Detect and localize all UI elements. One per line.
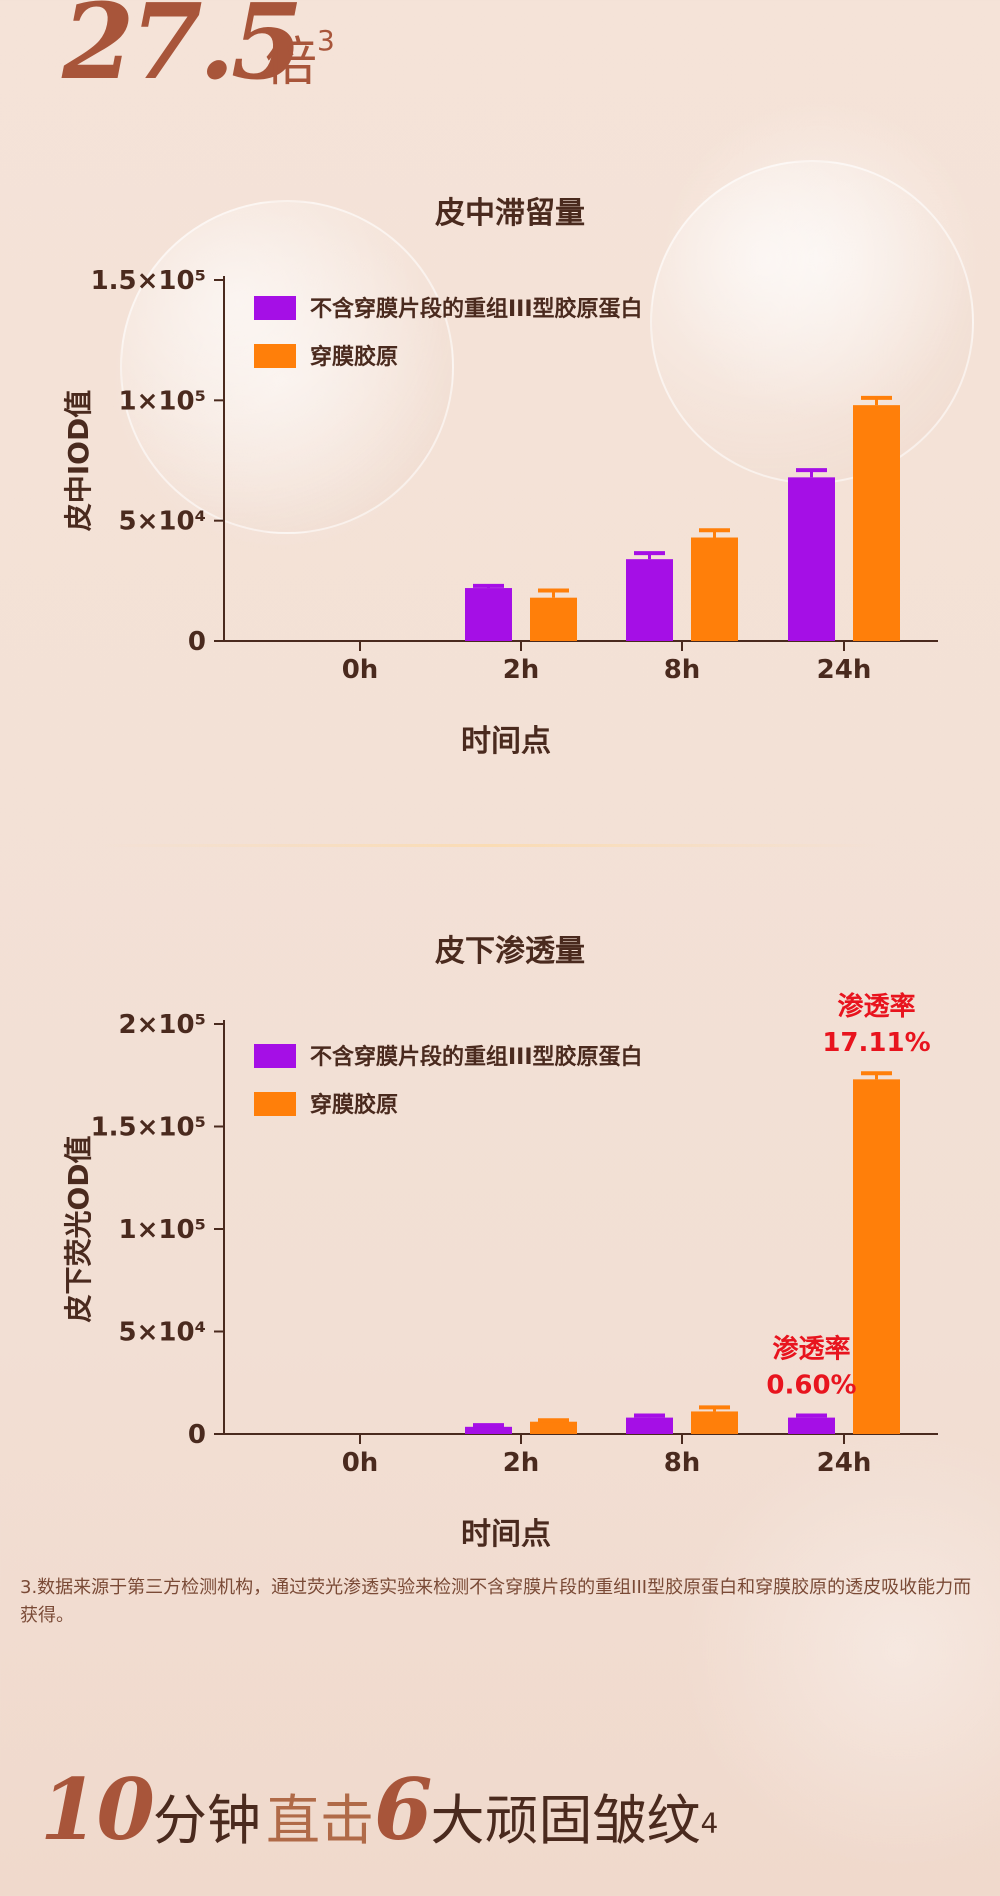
bottom-text-minutes: 分钟 [152,1789,261,1852]
bottom-number-minutes: 10 [40,1760,155,1859]
bar-2h-series0 [465,1426,512,1434]
headline-footnote-mark: 3 [317,24,335,57]
bar-8h-series1 [691,1411,738,1434]
bar-24h-series1 [853,1079,900,1434]
bottom-text-wrinkles: 大顽固皱纹 [430,1789,701,1852]
legend-label-0: 不含穿膜片段的重组III型胶原蛋白 [310,296,643,322]
x-tick-label-2: 8h [664,655,701,685]
y-tick-label-0: 0 [188,1420,206,1450]
bar-2h-series1 [530,1421,577,1434]
annotation-label-0: 渗透率 [837,991,915,1022]
y-tick-label-3: 1.5×10⁵ [91,266,206,296]
decorative-bubble-right [650,160,974,484]
bar-8h-series0 [626,559,673,641]
bar-24h-series0 [788,477,835,641]
legend-swatch-1 [254,344,296,368]
x-tick-label-1: 2h [503,655,540,685]
y-tick-label-1: 5×10⁴ [119,507,206,537]
x-tick-label-1: 2h [503,1448,540,1478]
bar-8h-series0 [626,1417,673,1434]
y-tick-label-2: 1×10⁵ [119,1215,206,1245]
y-tick-label-2: 1×10⁵ [119,386,206,416]
annotation-value-0: 17.11% [822,1028,930,1058]
bottom-number-six: 6 [374,1760,432,1859]
y-tick-label-3: 1.5×10⁵ [91,1113,206,1143]
y-tick-label-0: 0 [188,627,206,657]
section-divider [100,844,880,847]
bar-24h-series1 [853,405,900,641]
x-tick-label-3: 24h [817,1448,872,1478]
x-tick-label-3: 24h [817,655,872,685]
y-tick-label-1: 5×10⁴ [119,1318,206,1348]
x-tick-label-0: 0h [342,655,379,685]
bar-24h-series0 [788,1417,835,1434]
legend-swatch-0 [254,296,296,320]
chart2-title: 皮下渗透量 [435,934,585,969]
y-tick-label-4: 2×10⁵ [119,1010,206,1040]
legend-swatch-1 [254,1092,296,1116]
bar-8h-series1 [691,537,738,641]
x-axis-label: 时间点 [461,1517,551,1552]
y-axis-label: 皮中IOD值 [62,390,95,531]
chart2-penetration: 0 5×10⁴ 1×10⁵ 1.5×10⁵ 2×10⁵ 0h 2h 8h 24h 不含穿膜片段的重… [62,991,938,1552]
chart1-title: 皮中滞留量 [435,196,585,231]
headline-number: 27.5 [62,0,303,103]
legend-swatch-0 [254,1044,296,1068]
annotation-label-1: 渗透率 [772,1334,850,1365]
bottom-footnote-mark: 4 [700,1806,719,1840]
y-axis-label: 皮下荧光OD值 [62,1135,95,1322]
bar-2h-series1 [530,597,577,641]
footnote-text: 3.数据来源于第三方检测机构，通过荧光渗透实验来检测不含穿膜片段的重组III型胶… [20,1577,972,1626]
chart1-retention: 0 5×10⁴ 1×10⁵ 1.5×10⁵ 0h 2h 8h 24h 不含穿膜片段的重组III型… [62,266,938,759]
bar-2h-series0 [465,588,512,641]
x-axis-label: 时间点 [461,724,551,759]
headline-unit: 倍3 [265,24,335,93]
legend-label-0: 不含穿膜片段的重组III型胶原蛋白 [310,1044,643,1070]
bottom-text-hit: 直击 [266,1789,374,1852]
legend-label-1: 穿膜胶原 [310,1092,398,1118]
legend-label-1: 穿膜胶原 [310,344,398,370]
x-tick-label-2: 8h [664,1448,701,1478]
annotation-value-1: 0.60% [766,1371,856,1401]
bottom-headline: 10分钟 直击6大顽固皱纹4 [40,1760,718,1860]
x-tick-label-0: 0h [342,1448,379,1478]
